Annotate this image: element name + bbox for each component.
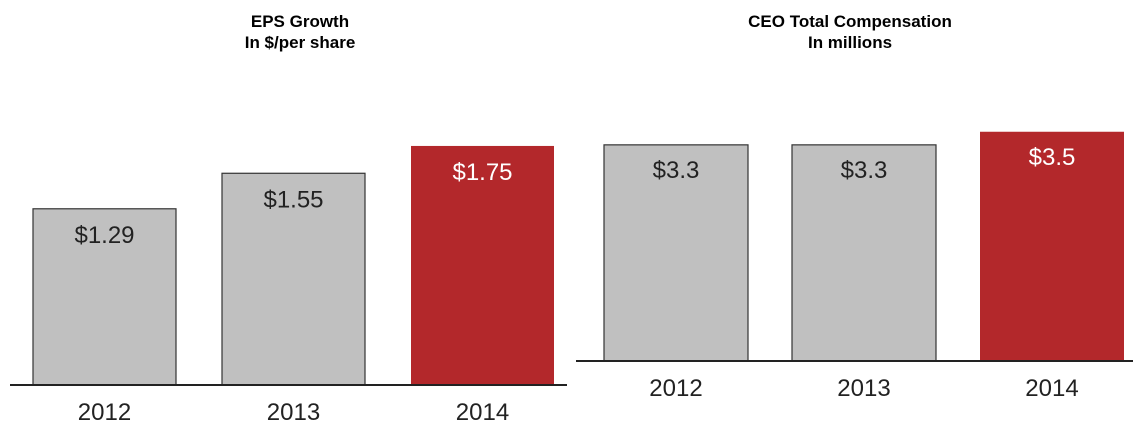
- ceo-x-tick-2013: 2013: [837, 375, 890, 402]
- ceo-data-label-2014: $3.5: [1029, 144, 1076, 171]
- ceo-data-label-2012: $3.3: [653, 157, 700, 184]
- ceo-x-tick-2012: 2012: [649, 375, 702, 402]
- ceo-data-label-2013: $3.3: [841, 157, 888, 184]
- ceo-x-tick-2014: 2014: [1025, 375, 1078, 402]
